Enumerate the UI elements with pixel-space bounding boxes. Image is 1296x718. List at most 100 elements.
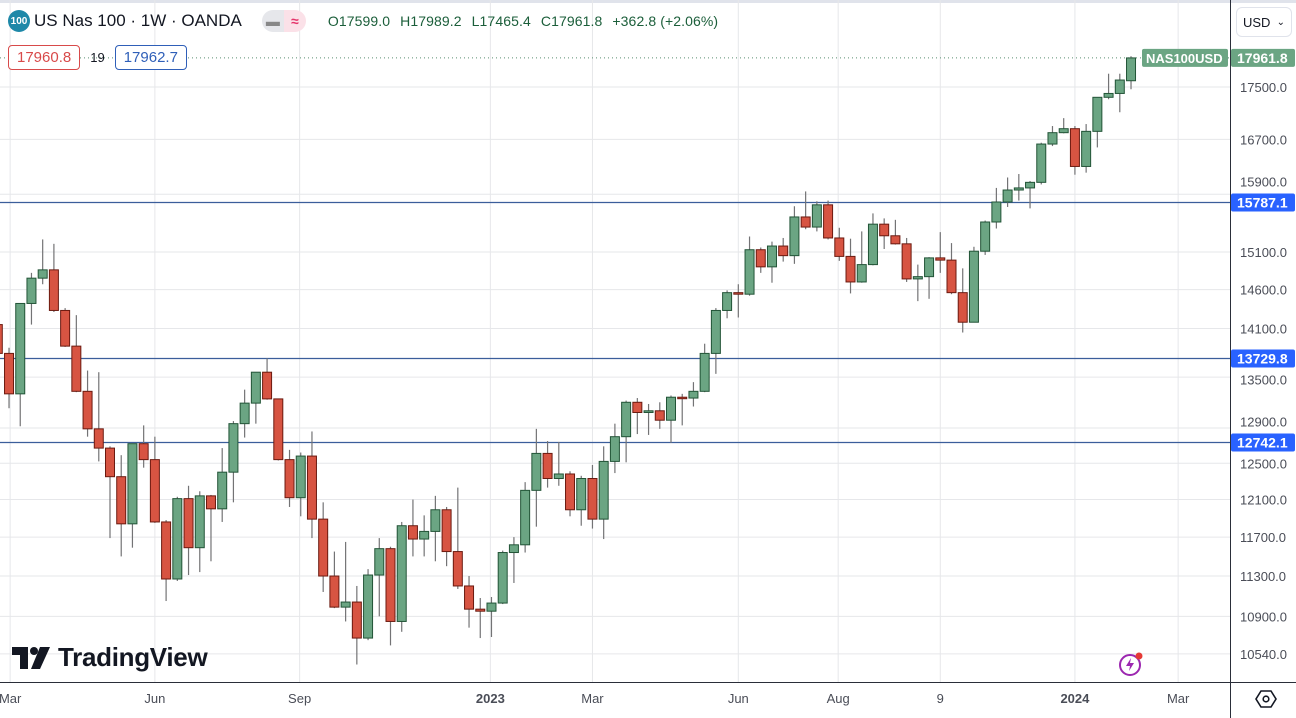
candle-body bbox=[879, 223, 890, 237]
flash-icon[interactable] bbox=[1118, 651, 1144, 677]
candle-up bbox=[744, 236, 755, 296]
last-price-label: 17961.8 bbox=[1237, 50, 1288, 66]
approx-icon[interactable]: ≈ bbox=[283, 10, 306, 32]
x-tick-label: Jun bbox=[728, 691, 749, 706]
candle-up bbox=[15, 302, 26, 427]
candle-body bbox=[228, 423, 239, 473]
candle-down bbox=[879, 218, 890, 249]
candle-body bbox=[834, 237, 845, 257]
candle-up bbox=[1103, 73, 1114, 100]
candle-down bbox=[587, 464, 598, 529]
candle-down bbox=[205, 494, 216, 562]
y-tick-label: 10540.0 bbox=[1240, 647, 1287, 662]
currency-select[interactable]: USD ⌄ bbox=[1236, 7, 1292, 37]
candle-up bbox=[699, 343, 710, 393]
candle-body bbox=[262, 371, 273, 400]
candle-up bbox=[1058, 118, 1069, 134]
candle-up bbox=[520, 482, 531, 553]
candle-body bbox=[733, 292, 744, 295]
candle-body bbox=[407, 525, 418, 540]
top-border bbox=[0, 0, 1296, 3]
candle-body bbox=[744, 249, 755, 295]
candle-body bbox=[924, 257, 935, 278]
candle-body bbox=[542, 452, 553, 480]
settings-icon[interactable] bbox=[1255, 688, 1277, 710]
candle-body bbox=[239, 402, 250, 425]
level-price-label: 12742.1 bbox=[1237, 435, 1288, 451]
candle-body bbox=[576, 478, 587, 511]
candle-body bbox=[598, 460, 609, 520]
candle-body bbox=[980, 221, 991, 252]
candle-up bbox=[766, 241, 777, 283]
candle-body bbox=[553, 473, 564, 480]
candle-up bbox=[508, 537, 519, 583]
candle-down bbox=[105, 446, 115, 539]
candle-body bbox=[172, 498, 183, 580]
candle-down bbox=[82, 370, 93, 437]
candle-body bbox=[475, 608, 486, 612]
tradingview-logo-text: TradingView bbox=[58, 642, 208, 672]
candle-body bbox=[217, 471, 228, 510]
candle-body bbox=[621, 401, 632, 438]
candle-body bbox=[250, 371, 261, 404]
candle-body bbox=[318, 518, 329, 577]
candle-up bbox=[430, 495, 441, 562]
candle-down bbox=[161, 520, 172, 602]
candle-down bbox=[273, 398, 284, 461]
candle-body bbox=[1025, 181, 1036, 189]
sell-button[interactable]: 17960.8 bbox=[8, 45, 81, 70]
ohlc-open: O17599.0 bbox=[327, 13, 391, 29]
candle-up bbox=[609, 423, 620, 474]
candle-body bbox=[643, 410, 654, 413]
candle-body bbox=[867, 223, 878, 266]
x-tick-label: 2023 bbox=[476, 691, 505, 706]
candle-body bbox=[329, 575, 340, 608]
candle-body bbox=[1058, 128, 1069, 134]
currency-value: USD bbox=[1243, 14, 1271, 30]
candle-up bbox=[419, 515, 430, 557]
candle-up bbox=[37, 239, 48, 285]
candle-body bbox=[71, 345, 82, 392]
candle-body bbox=[284, 459, 295, 499]
candle-up bbox=[239, 389, 250, 438]
candle-down bbox=[441, 506, 452, 567]
candle-body bbox=[778, 245, 789, 257]
ohlc-high: H17989.2 bbox=[400, 13, 462, 29]
candle-up bbox=[710, 308, 721, 374]
minus-icon[interactable]: ▬ bbox=[261, 10, 284, 32]
candle-body bbox=[385, 548, 396, 622]
candle-down bbox=[677, 393, 688, 426]
x-tick-label: Mar bbox=[1167, 691, 1190, 706]
symbol-title[interactable]: US Nas 100 · 1W · OANDA bbox=[34, 11, 242, 30]
candle-up bbox=[643, 403, 654, 435]
y-tick-label: 13500.0 bbox=[1240, 373, 1287, 388]
candle-body bbox=[912, 276, 923, 280]
candle-up bbox=[789, 206, 800, 264]
level-price-label-bg bbox=[1231, 193, 1295, 212]
candle-up bbox=[250, 371, 261, 424]
candle-body bbox=[935, 257, 946, 261]
candle-down bbox=[565, 471, 576, 517]
candle-body bbox=[374, 548, 385, 576]
legend-toggle[interactable]: ▬ ≈ bbox=[261, 10, 306, 32]
x-tick-label: Mar bbox=[0, 691, 22, 706]
candle-body bbox=[654, 410, 665, 421]
candle-down bbox=[138, 425, 149, 468]
candle-body bbox=[194, 495, 205, 549]
buy-button[interactable]: 17962.7 bbox=[114, 45, 187, 70]
candle-body bbox=[531, 452, 542, 491]
candle-body bbox=[1069, 128, 1080, 167]
candle-body bbox=[149, 459, 160, 523]
tradingview-logo[interactable]: TradingView bbox=[12, 642, 208, 673]
candle-up bbox=[553, 441, 564, 486]
candle-body bbox=[845, 255, 856, 283]
candle-body bbox=[823, 204, 834, 239]
candle-body bbox=[486, 602, 497, 612]
candle-body bbox=[15, 302, 26, 395]
symbol-legend: 100 US Nas 100 · 1W · OANDA ▬ ≈ O17599.0… bbox=[8, 10, 724, 32]
candle-up bbox=[1013, 174, 1024, 201]
candle-body bbox=[138, 443, 149, 461]
candle-up bbox=[486, 596, 497, 638]
